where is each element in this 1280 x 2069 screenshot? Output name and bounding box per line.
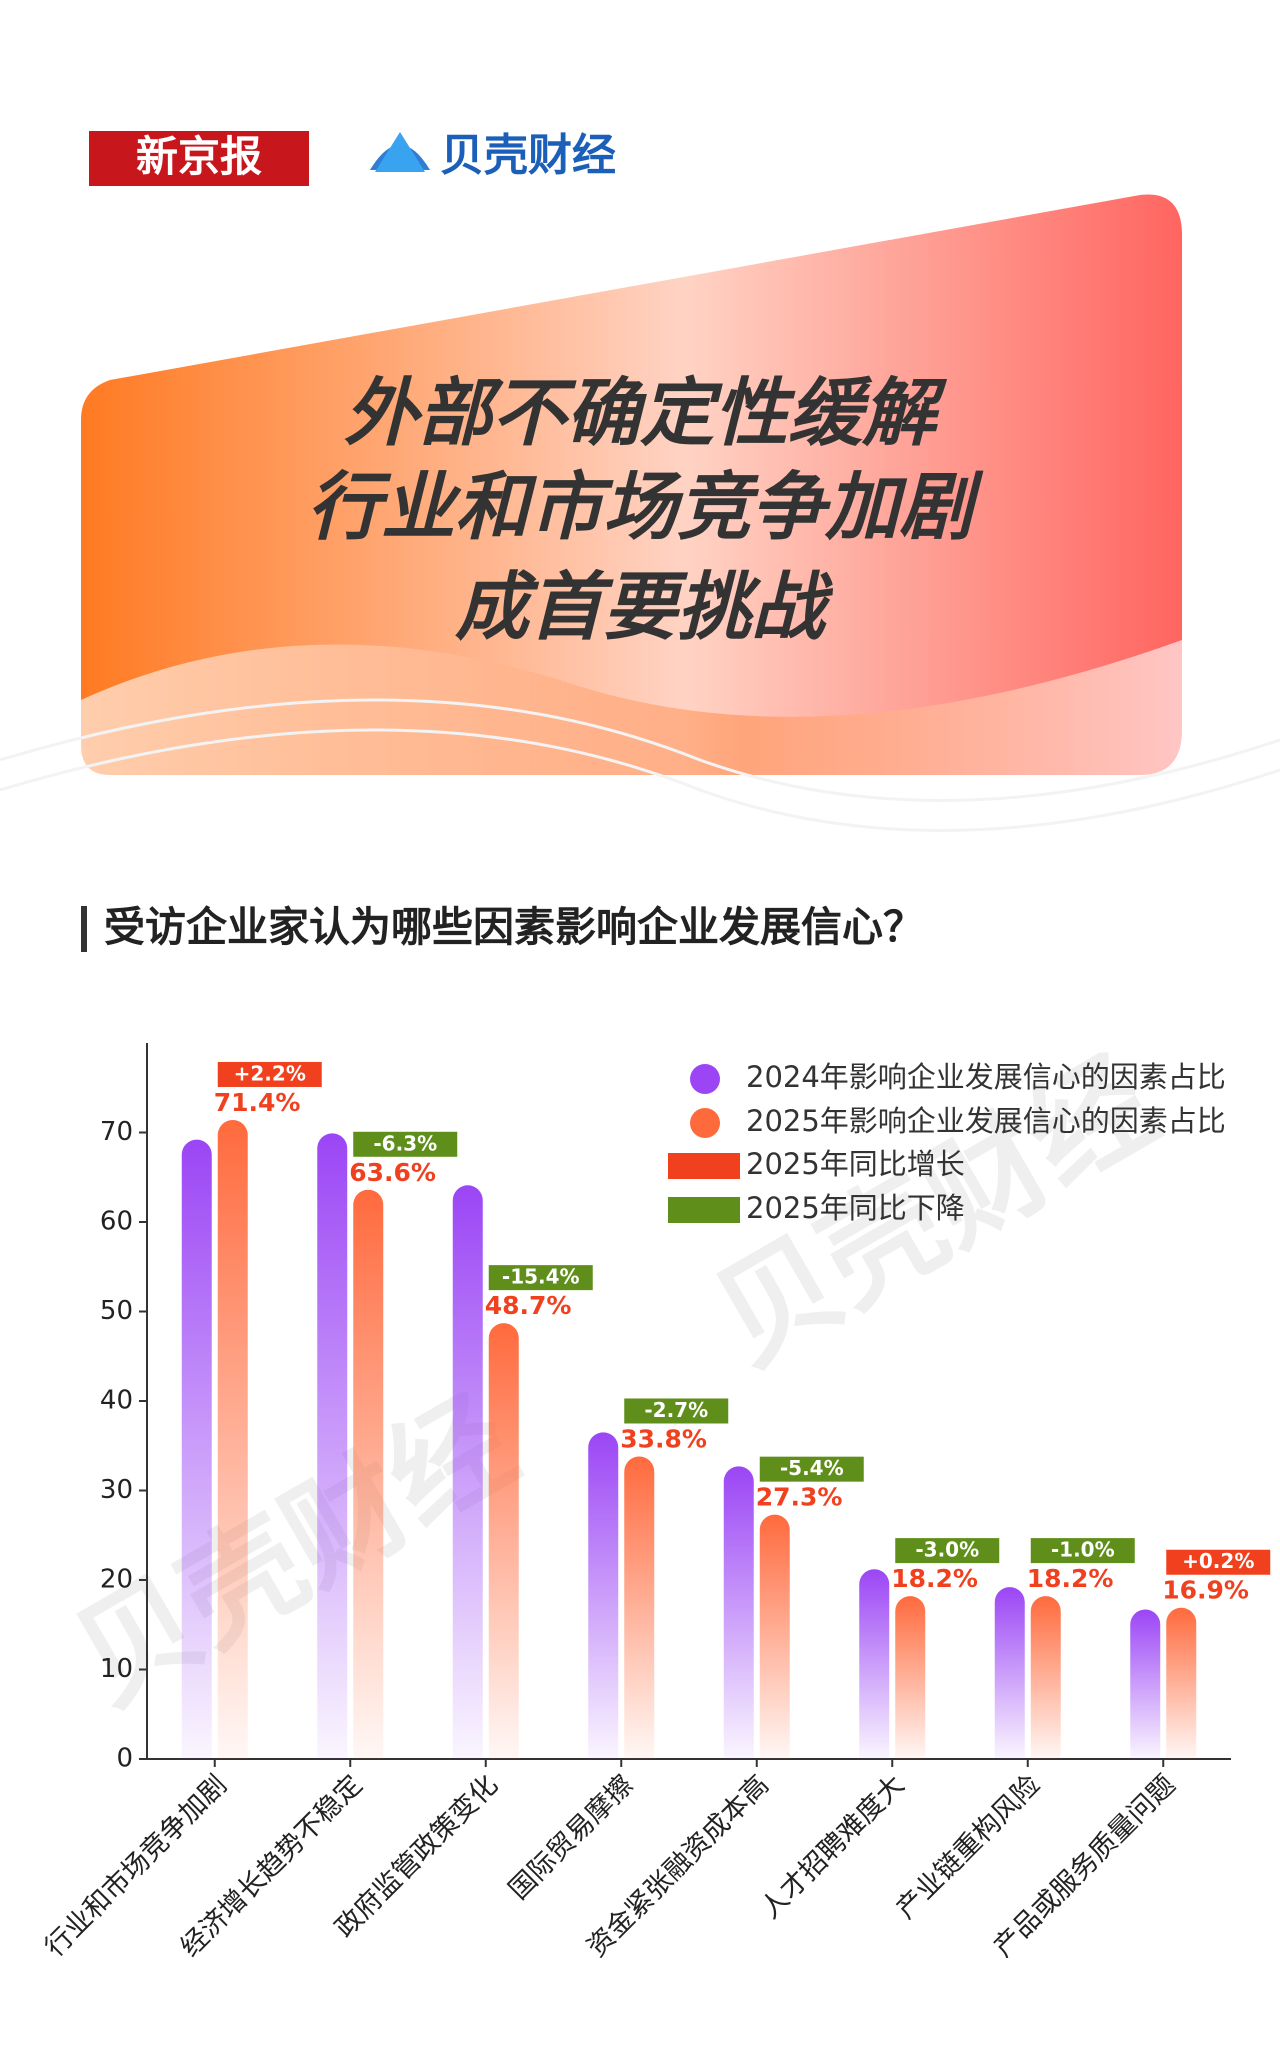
value-label: 18.2% bbox=[891, 1564, 978, 1593]
y-tick-label: 40 bbox=[100, 1386, 133, 1416]
logo-left: 新京报 bbox=[136, 132, 262, 181]
legend-swatch bbox=[668, 1153, 740, 1179]
bar bbox=[1166, 1607, 1197, 1759]
y-tick-label: 20 bbox=[100, 1565, 133, 1595]
legend-label: 2024年影响企业发展信心的因素占比 bbox=[746, 1060, 1226, 1094]
change-label: -15.4% bbox=[502, 1265, 580, 1289]
logo-box bbox=[89, 131, 309, 186]
value-label: 16.9% bbox=[1162, 1576, 1249, 1605]
bar bbox=[317, 1133, 348, 1759]
title-line: 成首要挑战 bbox=[455, 565, 834, 651]
legend-label: 2025年同比增长 bbox=[746, 1147, 965, 1181]
value-label: 63.6% bbox=[349, 1158, 436, 1187]
bar bbox=[452, 1185, 483, 1759]
legend-marker bbox=[690, 1108, 720, 1138]
bar bbox=[353, 1189, 384, 1759]
y-tick-label: 0 bbox=[116, 1744, 133, 1774]
legend-swatch bbox=[668, 1197, 740, 1223]
change-label: -1.0% bbox=[1051, 1538, 1115, 1562]
logo-icon bbox=[370, 132, 430, 172]
decor-line bbox=[0, 698, 1280, 802]
logo-right: 贝壳财经 bbox=[440, 130, 616, 181]
change-box bbox=[488, 1265, 593, 1291]
value-label: 71.4% bbox=[214, 1088, 301, 1117]
bar bbox=[181, 1139, 212, 1759]
change-box bbox=[759, 1456, 864, 1482]
change-box bbox=[1166, 1549, 1271, 1575]
legend-marker bbox=[690, 1064, 720, 1094]
y-tick-label: 60 bbox=[100, 1207, 133, 1237]
change-label: -6.3% bbox=[373, 1131, 437, 1155]
subtitle-bar bbox=[81, 906, 87, 952]
change-label: -2.7% bbox=[644, 1398, 708, 1422]
legend-label: 2025年影响企业发展信心的因素占比 bbox=[746, 1104, 1226, 1138]
title-line: 行业和市场竞争加剧 bbox=[307, 465, 984, 551]
value-label: 18.2% bbox=[1027, 1564, 1114, 1593]
bar bbox=[895, 1596, 926, 1759]
bar bbox=[1130, 1609, 1161, 1759]
change-box bbox=[1030, 1538, 1135, 1564]
change-box bbox=[624, 1398, 729, 1424]
bar bbox=[588, 1432, 619, 1759]
bar bbox=[759, 1514, 790, 1759]
change-box bbox=[217, 1061, 322, 1087]
change-label: +2.2% bbox=[234, 1061, 306, 1085]
banner-wave bbox=[81, 640, 1182, 775]
value-label: 27.3% bbox=[756, 1483, 843, 1512]
change-label: +0.2% bbox=[1182, 1549, 1254, 1573]
change-label: -3.0% bbox=[915, 1538, 979, 1562]
chart-title: 受访企业家认为哪些因素影响企业发展信心？ bbox=[104, 903, 924, 951]
bar bbox=[1030, 1596, 1061, 1759]
bar bbox=[624, 1456, 655, 1759]
y-tick-label: 30 bbox=[100, 1475, 133, 1505]
y-tick-label: 10 bbox=[100, 1654, 133, 1684]
decor-line bbox=[0, 728, 1280, 832]
value-label: 33.8% bbox=[620, 1424, 707, 1453]
banner bbox=[81, 194, 1182, 775]
y-tick-label: 70 bbox=[100, 1117, 133, 1147]
value-label: 48.7% bbox=[485, 1291, 572, 1320]
change-box bbox=[353, 1131, 458, 1157]
bar bbox=[723, 1466, 754, 1759]
bar bbox=[994, 1587, 1025, 1759]
legend-label: 2025年同比下降 bbox=[746, 1191, 965, 1225]
y-tick-label: 50 bbox=[100, 1296, 133, 1326]
bar bbox=[859, 1569, 890, 1759]
bar bbox=[488, 1323, 519, 1759]
bar bbox=[217, 1119, 248, 1759]
change-label: -5.4% bbox=[780, 1456, 844, 1480]
change-box bbox=[895, 1538, 1000, 1564]
title-line: 外部不确定性缓解 bbox=[344, 371, 948, 457]
